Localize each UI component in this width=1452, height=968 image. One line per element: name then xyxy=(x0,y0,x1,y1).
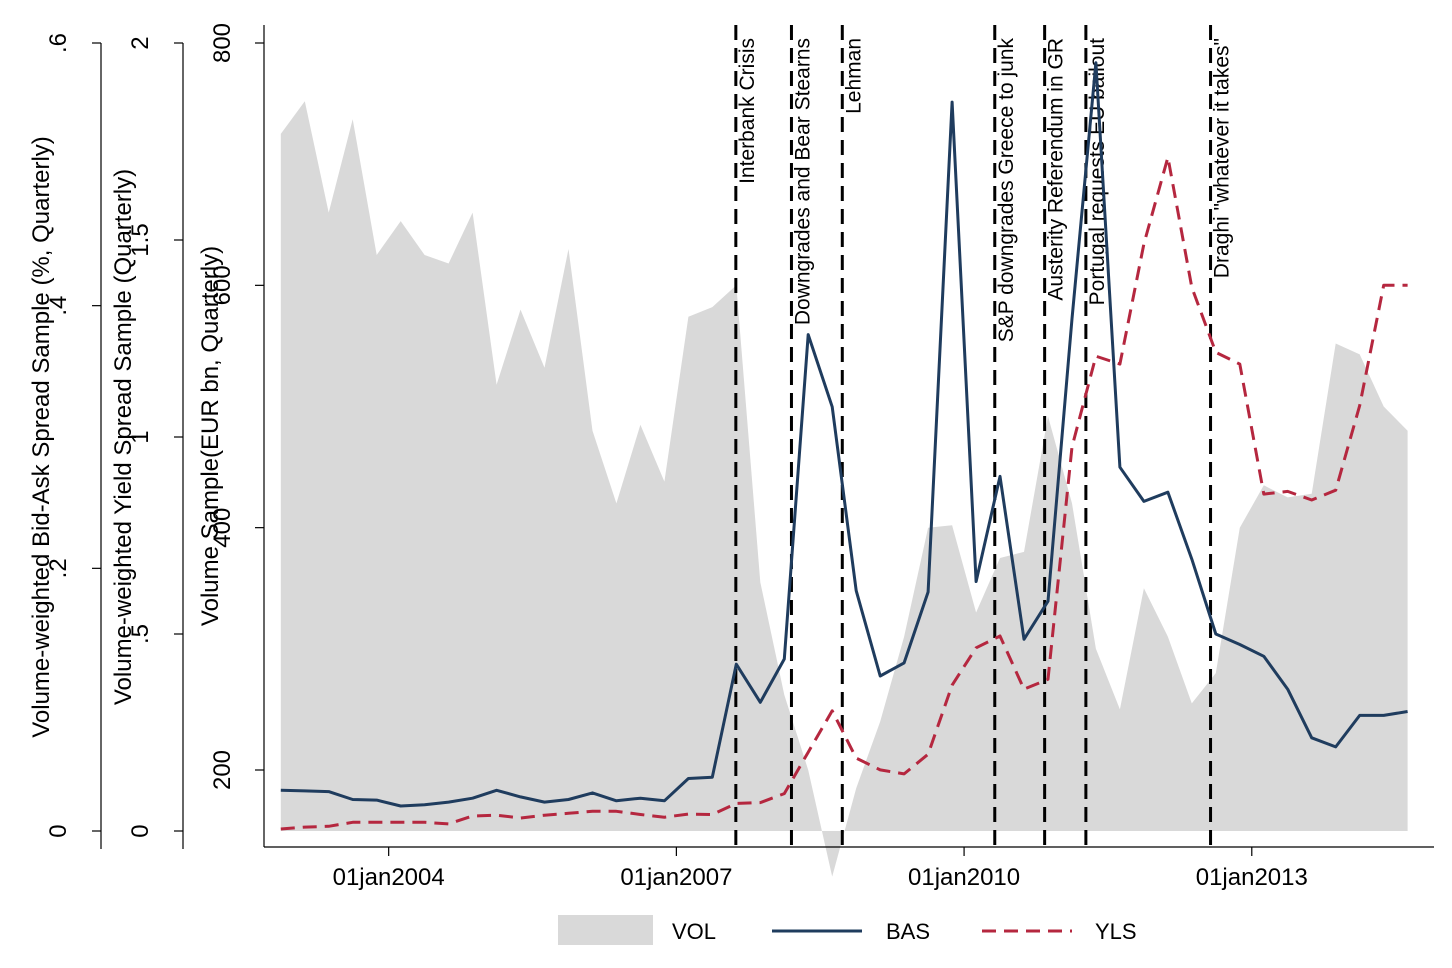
yls-line xyxy=(280,155,1408,831)
x-tick-label: 01jan2007 xyxy=(620,864,732,891)
x-tick-label: 01jan2013 xyxy=(1196,864,1308,891)
legend-label-bas: BAS xyxy=(886,919,930,944)
volume-area xyxy=(280,101,1408,877)
yield-axis-title: Volume-weighted Yield Spread Sample (Qua… xyxy=(110,169,137,705)
event-label: Austerity Referendum in GR xyxy=(1045,38,1068,301)
legend-swatch-vol xyxy=(558,915,653,945)
yield-tick-label: 1 xyxy=(127,430,154,443)
series-lines-layer xyxy=(280,61,1408,831)
event-label: Lehman xyxy=(842,38,865,114)
bidask-tick-label: .4 xyxy=(45,296,72,316)
volume-tick-label: 600 xyxy=(209,265,236,305)
volume-axis-title: Volume Sample(EUR bn, Quarterly) xyxy=(197,246,224,626)
volume-tick-label: 400 xyxy=(209,508,236,548)
bidask-axis-title: Volume-weighted Bid-Ask Spread Sample (%… xyxy=(28,136,55,738)
event-label: Draghi "whatever it takes" xyxy=(1211,38,1234,278)
volume-tick-label: 800 xyxy=(209,23,236,63)
bidask-tick-label: .2 xyxy=(45,558,72,578)
bidask-tick-label: 0 xyxy=(45,824,72,837)
bidask-tick-label: .6 xyxy=(45,33,72,53)
yield-tick-label: 2 xyxy=(127,36,154,49)
legend-label-yls: YLS xyxy=(1095,919,1137,944)
axes-layer: 01jan2004 01jan2007 01jan2010 01jan20132004… xyxy=(28,23,1434,891)
yield-tick-label: .5 xyxy=(127,624,154,644)
x-tick-label: 01jan2010 xyxy=(908,864,1020,891)
bas-line xyxy=(280,61,1408,808)
legend-label-vol: VOL xyxy=(672,919,716,944)
yield-tick-label: 0 xyxy=(127,824,154,837)
volume-area-layer xyxy=(280,101,1408,877)
volume-tick-label: 200 xyxy=(209,750,236,790)
event-label: Interbank Crisis xyxy=(736,38,759,184)
x-tick-label: 01jan2004 xyxy=(333,864,445,891)
yield-tick-label: 1.5 xyxy=(127,223,154,256)
event-markers-layer: Interbank Crisis Downgrades and Bear Stea… xyxy=(734,25,1234,847)
event-label: S&P downgrades Greece to junk xyxy=(995,38,1018,343)
event-label: Downgrades and Bear Stearns xyxy=(791,38,814,325)
legend: VOL BAS YLS xyxy=(558,915,1137,945)
